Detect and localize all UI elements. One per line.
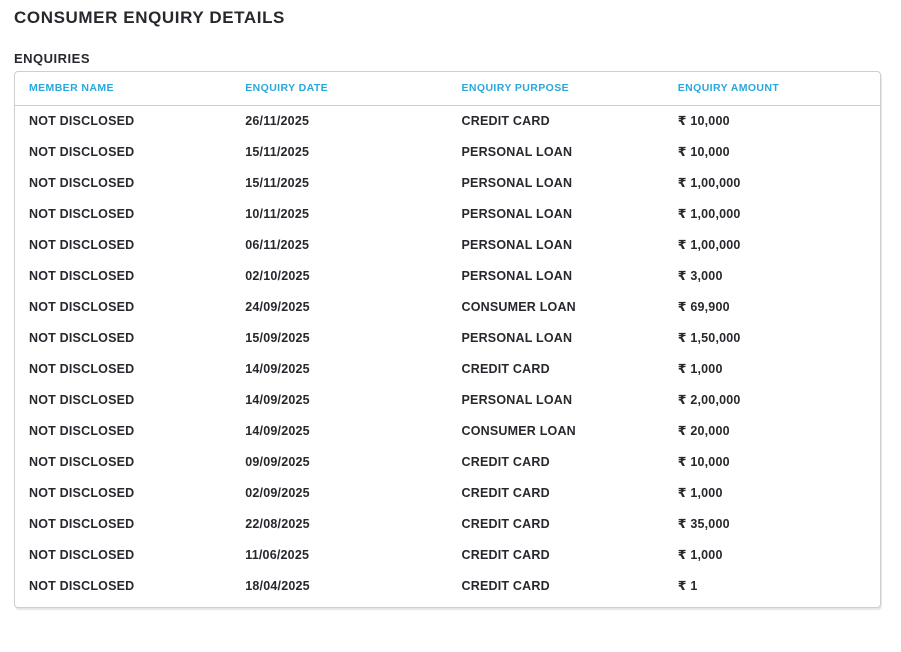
member-name-cell: NOT DISCLOSED: [29, 144, 135, 159]
member-name-cell: NOT DISCLOSED: [29, 547, 135, 562]
table-row: NOT DISCLOSED 14/09/2025 CONSUMER LOAN ₹…: [15, 415, 880, 446]
enquiry-amount-cell: ₹ 1,00,000: [677, 207, 741, 221]
consumer-enquiry-details-page: CONSUMER ENQUIRY DETAILS ENQUIRIES MEMBE…: [14, 8, 881, 608]
enquiry-date-cell: 02/09/2025: [245, 485, 310, 500]
enquiry-amount-cell: ₹ 1,00,000: [677, 238, 741, 252]
table-row: NOT DISCLOSED 10/11/2025 PERSONAL LOAN ₹…: [15, 198, 880, 229]
enquiry-date-cell: 24/09/2025: [245, 299, 310, 314]
enquiry-purpose-cell: PERSONAL LOAN: [461, 330, 573, 345]
enquiry-purpose-cell: PERSONAL LOAN: [461, 268, 573, 283]
table-row: NOT DISCLOSED 15/09/2025 PERSONAL LOAN ₹…: [15, 322, 880, 353]
enquiry-amount-cell: ₹ 10,000: [677, 114, 730, 129]
enquiry-purpose-cell: PERSONAL LOAN: [461, 392, 573, 407]
enquiry-amount-cell: ₹ 1: [677, 579, 698, 593]
enquiries-table-card: MEMBER NAME ENQUIRY DATE ENQUIRY PURPOSE…: [14, 71, 881, 608]
enquiry-date-cell: 15/09/2025: [245, 330, 310, 345]
enquiry-purpose-cell: CONSUMER LOAN: [461, 299, 576, 314]
enquiry-amount-cell: ₹ 2,00,000: [677, 393, 741, 407]
table-row: NOT DISCLOSED 26/11/2025 CREDIT CARD ₹ 1…: [15, 105, 880, 136]
table-row: NOT DISCLOSED 18/04/2025 CREDIT CARD ₹ 1: [15, 570, 880, 607]
enquiries-table: MEMBER NAME ENQUIRY DATE ENQUIRY PURPOSE…: [15, 72, 880, 607]
header-row: MEMBER NAME ENQUIRY DATE ENQUIRY PURPOSE…: [15, 72, 880, 106]
member-name-cell: NOT DISCLOSED: [29, 423, 135, 438]
column-header-enquiry-amount: ENQUIRY AMOUNT: [663, 72, 880, 106]
enquiry-amount-cell: ₹ 69,900: [677, 300, 730, 314]
enquiry-date-cell: 14/09/2025: [245, 423, 310, 438]
enquiry-purpose-cell: CREDIT CARD: [461, 485, 550, 500]
enquiry-purpose-cell: CREDIT CARD: [461, 578, 550, 593]
table-row: NOT DISCLOSED 14/09/2025 PERSONAL LOAN ₹…: [15, 384, 880, 415]
enquiry-date-cell: 14/09/2025: [245, 392, 310, 407]
enquiry-date-cell: 18/04/2025: [245, 578, 310, 593]
enquiry-purpose-cell: CREDIT CARD: [461, 361, 550, 376]
member-name-cell: NOT DISCLOSED: [29, 330, 135, 345]
enquiry-amount-cell: ₹ 1,00,000: [677, 176, 741, 190]
enquiry-purpose-cell: PERSONAL LOAN: [461, 144, 573, 159]
column-header-member-name: MEMBER NAME: [15, 72, 232, 106]
table-row: NOT DISCLOSED 11/06/2025 CREDIT CARD ₹ 1…: [15, 539, 880, 570]
table-row: NOT DISCLOSED 02/10/2025 PERSONAL LOAN ₹…: [15, 260, 880, 291]
enquiry-purpose-cell: CONSUMER LOAN: [461, 423, 576, 438]
enquiries-table-body: NOT DISCLOSED 26/11/2025 CREDIT CARD ₹ 1…: [15, 105, 880, 607]
member-name-cell: NOT DISCLOSED: [29, 206, 135, 221]
enquiry-date-cell: 14/09/2025: [245, 361, 310, 376]
member-name-cell: NOT DISCLOSED: [29, 299, 135, 314]
column-header-enquiry-date: ENQUIRY DATE: [231, 72, 448, 106]
enquiry-date-cell: 15/11/2025: [245, 144, 310, 159]
table-row: NOT DISCLOSED 02/09/2025 CREDIT CARD ₹ 1…: [15, 477, 880, 508]
member-name-cell: NOT DISCLOSED: [29, 516, 135, 531]
member-name-cell: NOT DISCLOSED: [29, 175, 135, 190]
enquiry-amount-cell: ₹ 1,000: [677, 362, 723, 376]
enquiry-amount-cell: ₹ 3,000: [677, 269, 723, 283]
enquiry-date-cell: 11/06/2025: [245, 547, 310, 562]
member-name-cell: NOT DISCLOSED: [29, 485, 135, 500]
enquiry-date-cell: 10/11/2025: [245, 206, 310, 221]
table-row: NOT DISCLOSED 14/09/2025 CREDIT CARD ₹ 1…: [15, 353, 880, 384]
member-name-cell: NOT DISCLOSED: [29, 113, 135, 128]
enquiry-date-cell: 09/09/2025: [245, 454, 310, 469]
enquiries-table-header: MEMBER NAME ENQUIRY DATE ENQUIRY PURPOSE…: [15, 72, 880, 106]
member-name-cell: NOT DISCLOSED: [29, 268, 135, 283]
enquiry-purpose-cell: PERSONAL LOAN: [461, 175, 573, 190]
enquiry-purpose-cell: CREDIT CARD: [461, 516, 550, 531]
enquiry-purpose-cell: PERSONAL LOAN: [461, 237, 573, 252]
enquiry-date-cell: 06/11/2025: [245, 237, 310, 252]
member-name-cell: NOT DISCLOSED: [29, 392, 135, 407]
enquiry-amount-cell: ₹ 1,50,000: [677, 331, 741, 345]
enquiry-amount-cell: ₹ 10,000: [677, 455, 730, 469]
enquiry-amount-cell: ₹ 1,000: [677, 548, 723, 562]
enquiry-amount-cell: ₹ 1,000: [677, 486, 723, 500]
table-row: NOT DISCLOSED 22/08/2025 CREDIT CARD ₹ 3…: [15, 508, 880, 539]
enquiry-date-cell: 15/11/2025: [245, 175, 310, 190]
enquiry-date-cell: 02/10/2025: [245, 268, 310, 283]
table-row: NOT DISCLOSED 15/11/2025 PERSONAL LOAN ₹…: [15, 167, 880, 198]
enquiry-amount-cell: ₹ 10,000: [677, 145, 730, 159]
enquiry-purpose-cell: PERSONAL LOAN: [461, 206, 573, 221]
table-row: NOT DISCLOSED 09/09/2025 CREDIT CARD ₹ 1…: [15, 446, 880, 477]
enquiry-date-cell: 26/11/2025: [245, 113, 310, 128]
page-title: CONSUMER ENQUIRY DETAILS: [14, 8, 285, 27]
enquiry-purpose-cell: CREDIT CARD: [461, 547, 550, 562]
member-name-cell: NOT DISCLOSED: [29, 361, 135, 376]
table-row: NOT DISCLOSED 15/11/2025 PERSONAL LOAN ₹…: [15, 136, 880, 167]
table-row: NOT DISCLOSED 24/09/2025 CONSUMER LOAN ₹…: [15, 291, 880, 322]
member-name-cell: NOT DISCLOSED: [29, 454, 135, 469]
enquiry-purpose-cell: CREDIT CARD: [461, 113, 550, 128]
column-header-enquiry-purpose: ENQUIRY PURPOSE: [447, 72, 664, 106]
enquiry-amount-cell: ₹ 20,000: [677, 424, 730, 438]
enquiry-amount-cell: ₹ 35,000: [677, 517, 730, 531]
enquiry-date-cell: 22/08/2025: [245, 516, 310, 531]
member-name-cell: NOT DISCLOSED: [29, 237, 135, 252]
member-name-cell: NOT DISCLOSED: [29, 578, 135, 593]
enquiries-section-title: ENQUIRIES: [14, 51, 91, 66]
table-row: NOT DISCLOSED 06/11/2025 PERSONAL LOAN ₹…: [15, 229, 880, 260]
enquiry-purpose-cell: CREDIT CARD: [461, 454, 550, 469]
